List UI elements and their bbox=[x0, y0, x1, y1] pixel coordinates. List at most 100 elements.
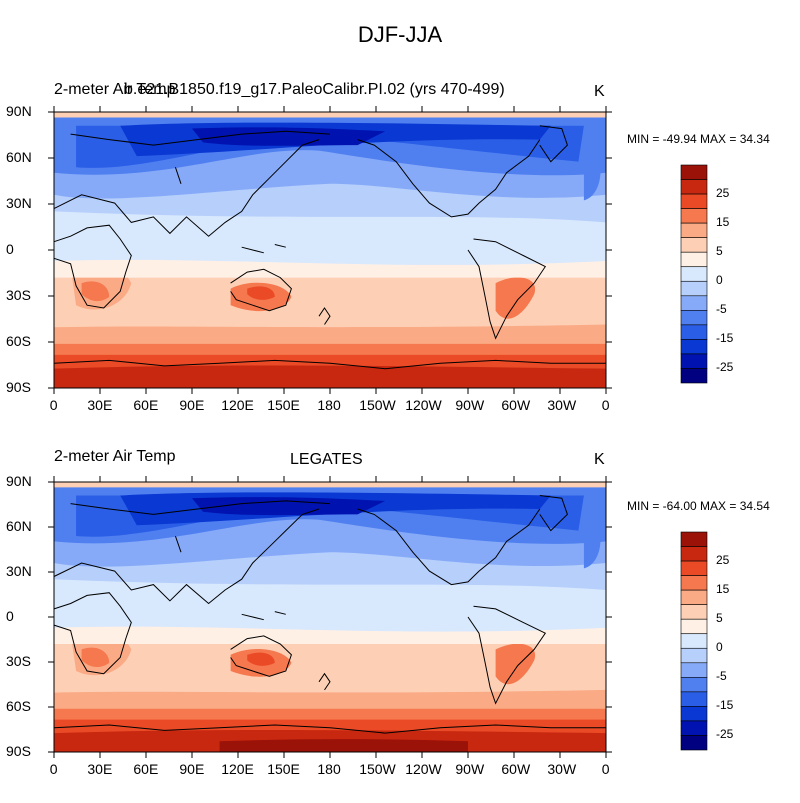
contour-band bbox=[495, 643, 536, 685]
x-tick-label: 60E bbox=[133, 761, 159, 777]
x-tick-label: 150W bbox=[359, 761, 396, 777]
y-tick-label: 60N bbox=[6, 518, 32, 534]
colorbar-box bbox=[680, 546, 708, 562]
coastline bbox=[241, 613, 264, 621]
x-tick-label: 30W bbox=[547, 397, 577, 413]
y-tick-label: 30S bbox=[6, 653, 31, 669]
contour-band bbox=[219, 374, 468, 388]
colorbar-label: -25 bbox=[716, 360, 734, 375]
colorbar-box bbox=[680, 531, 708, 547]
colorbar bbox=[680, 531, 708, 751]
x-tick-label: 150E bbox=[267, 397, 300, 413]
coastline bbox=[357, 508, 541, 586]
colorbar-box bbox=[680, 691, 708, 707]
contour-band bbox=[54, 689, 606, 715]
coastline bbox=[274, 244, 286, 248]
colorbar-box bbox=[680, 266, 708, 282]
colorbar-box bbox=[680, 618, 708, 635]
colorbar-box bbox=[680, 295, 708, 311]
map-frame bbox=[53, 481, 607, 753]
contour-band bbox=[81, 281, 110, 302]
contour-band bbox=[54, 277, 606, 336]
colorbar-box bbox=[680, 324, 708, 340]
y-tick-label: 30S bbox=[6, 287, 31, 303]
min-max-stats: MIN = -64.00 MAX = 34.54 bbox=[627, 499, 770, 513]
colorbar-box bbox=[680, 193, 708, 209]
panel-center-label: LEGATES bbox=[290, 451, 363, 468]
colorbar-box bbox=[680, 251, 708, 268]
contour-band bbox=[219, 739, 468, 752]
x-tick-label: 30E bbox=[87, 397, 113, 413]
panel-units-label: K bbox=[594, 83, 605, 100]
coastline bbox=[53, 592, 132, 675]
contour-band bbox=[164, 240, 524, 264]
coastline bbox=[230, 268, 292, 312]
colorbar-label: 25 bbox=[716, 186, 730, 201]
colorbar bbox=[680, 164, 708, 384]
colorbar-label: 5 bbox=[716, 611, 723, 626]
y-tick-label: 60N bbox=[6, 149, 32, 165]
y-tick-label: 60S bbox=[6, 698, 31, 714]
colorbar-label: 0 bbox=[716, 640, 723, 655]
colorbar-label: -5 bbox=[716, 302, 727, 317]
colorbar-box bbox=[680, 647, 708, 664]
x-tick-label: 60W bbox=[501, 397, 531, 413]
coastline bbox=[53, 508, 320, 605]
x-tick-label: 0 bbox=[49, 761, 58, 777]
coastline bbox=[241, 246, 264, 254]
colorbar-box bbox=[680, 706, 708, 722]
colorbar-label: -5 bbox=[716, 669, 727, 684]
contour-band bbox=[54, 626, 606, 644]
colorbar-box bbox=[680, 164, 708, 180]
coastline bbox=[539, 495, 568, 532]
coastline bbox=[174, 535, 182, 553]
x-tick-label: 120E bbox=[221, 397, 254, 413]
y-tick-label: 30N bbox=[6, 195, 32, 211]
contour-band bbox=[164, 607, 524, 631]
colorbar-box bbox=[680, 237, 708, 253]
coastline bbox=[53, 224, 132, 309]
colorbar-box bbox=[680, 662, 708, 678]
colorbar-box bbox=[680, 208, 708, 224]
temperature-map bbox=[53, 482, 606, 752]
x-tick-label: 60E bbox=[133, 397, 159, 413]
figure-title: DJF-JJA bbox=[357, 22, 443, 47]
contour-band bbox=[54, 259, 606, 278]
y-tick-label: 0 bbox=[6, 608, 14, 624]
x-tick-label: 120W bbox=[405, 397, 442, 413]
colorbar-box bbox=[680, 604, 708, 620]
map-panel-bottom: 2-meter Air Temp LEGATES K MIN = -64.00 … bbox=[0, 443, 800, 803]
contour-band bbox=[583, 519, 601, 569]
coastline bbox=[53, 139, 320, 237]
y-tick-label: 90N bbox=[6, 473, 32, 489]
colorbar-label: -15 bbox=[716, 698, 734, 713]
y-tick-label: 30N bbox=[6, 563, 32, 579]
coastline bbox=[70, 130, 331, 146]
colorbar-box bbox=[680, 368, 708, 384]
x-tick-label: 0 bbox=[601, 761, 610, 777]
colorbar-label: -15 bbox=[716, 331, 734, 346]
coastline bbox=[318, 307, 331, 325]
coastline bbox=[274, 611, 286, 615]
contour-band bbox=[192, 127, 386, 146]
coastline bbox=[230, 635, 292, 677]
map-axes bbox=[48, 476, 612, 758]
temperature-map bbox=[53, 112, 606, 388]
contour-band bbox=[54, 324, 606, 350]
x-tick-label: 0 bbox=[601, 397, 610, 413]
x-tick-label: 90E bbox=[179, 397, 205, 413]
y-tick-label: 90N bbox=[6, 103, 32, 119]
x-tick-label: 30E bbox=[87, 761, 113, 777]
min-max-stats: MIN = -49.94 MAX = 34.34 bbox=[627, 132, 770, 146]
x-tick-label: 180 bbox=[317, 761, 341, 777]
colorbar-box bbox=[680, 735, 708, 751]
coastline bbox=[70, 500, 331, 515]
colorbar-label: 0 bbox=[716, 273, 723, 288]
colorbar-label: 5 bbox=[716, 244, 723, 259]
contour-band bbox=[247, 286, 275, 300]
colorbar-box bbox=[680, 589, 708, 605]
coastline bbox=[467, 238, 547, 340]
x-tick-label: 120W bbox=[405, 761, 442, 777]
y-tick-label: 0 bbox=[6, 241, 14, 257]
x-tick-label: 150E bbox=[267, 761, 300, 777]
